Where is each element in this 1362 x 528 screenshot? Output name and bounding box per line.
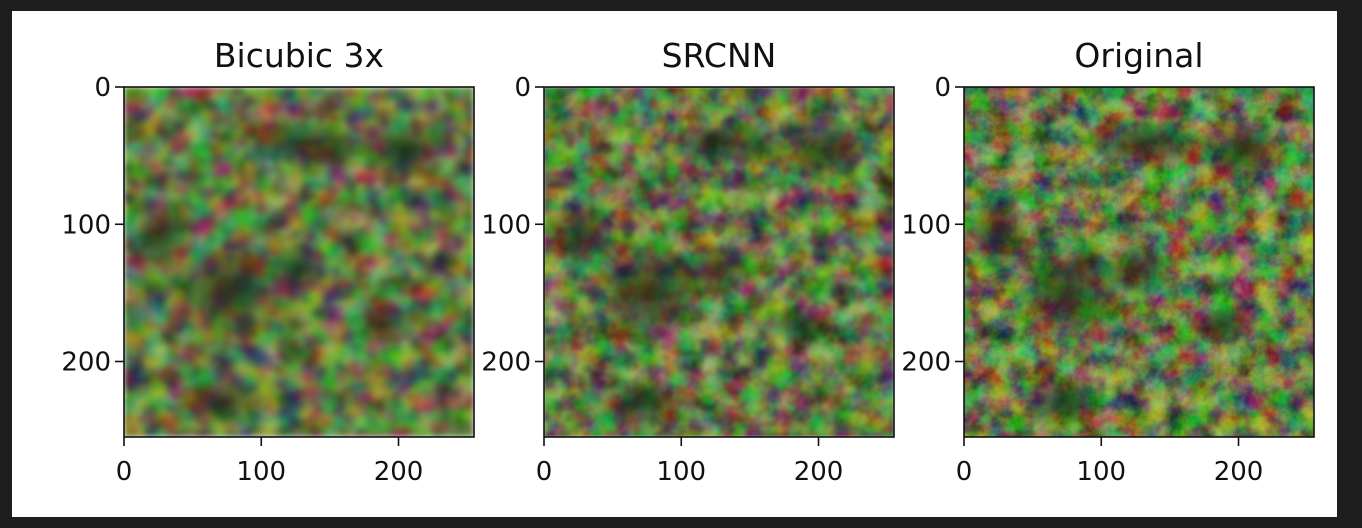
canopy-image [544,87,894,437]
y-tick-label: 0 [934,73,951,103]
x-tick-label: 0 [536,457,553,487]
x-tick-label: 0 [956,457,973,487]
y-tick-label: 0 [514,73,531,103]
x-tick-label: 200 [374,457,424,487]
y-tick-label: 0 [94,73,111,103]
y-tick-label: 100 [61,210,111,240]
x-tick-label: 200 [1214,457,1264,487]
axes-frame [123,86,475,438]
x-tick-label: 100 [656,457,706,487]
y-tick-label: 100 [481,210,531,240]
x-tick-label: 0 [116,457,133,487]
x-tick-label: 100 [236,457,286,487]
panel-title: Bicubic 3x [214,36,384,75]
panel-title: Original [1074,36,1203,75]
image-panel: Original 0 100 200 0 100 200 [901,36,1315,487]
axes-frame [963,86,1315,438]
y-tick-label: 100 [901,210,951,240]
canopy-image [964,87,1314,437]
panel-title: SRCNN [662,36,777,75]
figure: Bicubic 3x 0 100 200 0 100 200 SRCNN 0 100 200 0 100… [12,11,1337,517]
x-tick-label: 200 [794,457,844,487]
y-tick-label: 200 [61,348,111,378]
canopy-image [124,87,474,437]
image-panel: Bicubic 3x 0 100 200 0 100 200 [61,36,475,487]
image-panel: SRCNN 0 100 200 0 100 200 [481,36,895,487]
figure-canvas: Bicubic 3x 0 100 200 0 100 200 SRCNN 0 100 200 0 100… [61,36,1315,487]
x-tick-label: 100 [1076,457,1126,487]
y-tick-label: 200 [481,348,531,378]
axes-frame [543,86,895,438]
y-tick-label: 200 [901,348,951,378]
